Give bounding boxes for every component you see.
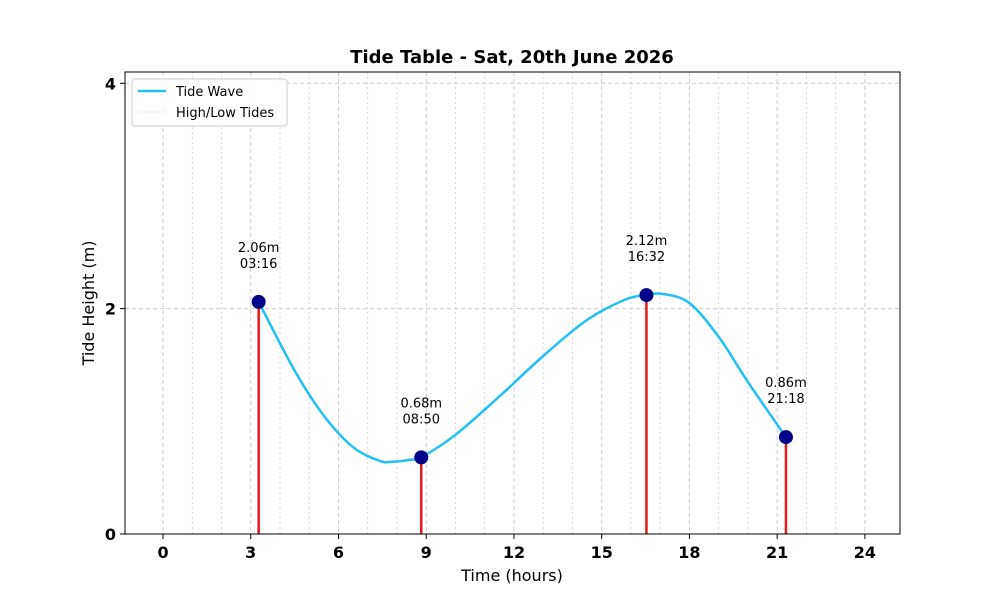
chart-title: Tide Table - Sat, 20th June 2026 xyxy=(350,47,674,68)
tide-stems xyxy=(257,295,788,534)
x-tick-label: 6 xyxy=(333,543,344,562)
tide-time-label: 08:50 xyxy=(403,412,440,427)
x-tick-label: 21 xyxy=(766,543,788,562)
plot-frame xyxy=(124,71,901,535)
x-tick-label: 3 xyxy=(245,543,256,562)
legend-label-tide-wave: Tide Wave xyxy=(175,85,243,100)
tide-wave-line xyxy=(257,292,787,464)
tide-time-label: 03:16 xyxy=(240,257,277,272)
y-tick-label: 4 xyxy=(105,74,116,93)
y-axis-label: Tide Height (m) xyxy=(79,241,98,367)
y-axis-ticks: 0 2 4 xyxy=(105,74,125,544)
legend: Tide Wave High/Low Tides xyxy=(131,78,288,127)
tide-time-label: 21:18 xyxy=(767,392,804,407)
x-tick-label: 12 xyxy=(503,543,525,562)
x-axis-ticks: 0 3 6 9 12 15 18 21 24 xyxy=(157,534,876,562)
tide-height-label: 0.68m xyxy=(400,396,442,411)
tide-markers xyxy=(251,288,793,465)
tide-marker xyxy=(414,450,429,465)
x-tick-label: 15 xyxy=(591,543,613,562)
tide-height-label: 0.86m xyxy=(765,376,807,391)
tide-marker xyxy=(639,288,654,303)
y-tick-label: 0 xyxy=(105,525,116,544)
tide-height-label: 2.06m xyxy=(238,241,280,256)
x-tick-label: 9 xyxy=(421,543,432,562)
tide-height-label: 2.12m xyxy=(626,234,668,249)
legend-box xyxy=(131,78,288,127)
tide-marker xyxy=(778,430,793,445)
tide-marker xyxy=(251,294,266,309)
x-tick-label: 0 xyxy=(157,543,168,562)
x-tick-label: 24 xyxy=(854,543,876,562)
tide-time-label: 16:32 xyxy=(628,250,665,265)
legend-label-high-low-tides: High/Low Tides xyxy=(176,106,274,121)
x-axis-label: Time (hours) xyxy=(460,566,563,585)
y-tick-label: 2 xyxy=(105,300,116,319)
minor-grid xyxy=(191,72,837,534)
x-tick-label: 18 xyxy=(678,543,700,562)
